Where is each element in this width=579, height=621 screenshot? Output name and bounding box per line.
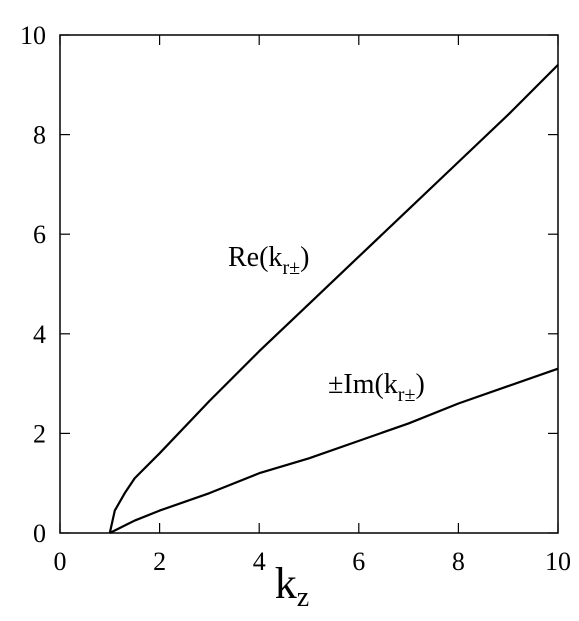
series-line <box>109 367 559 534</box>
y-tick-label: 8 <box>33 121 46 150</box>
x-tick-label: 2 <box>153 547 166 576</box>
y-tick-label: 10 <box>20 21 46 50</box>
annotation-main: ±Im(k <box>328 369 398 400</box>
y-tick-label: 0 <box>33 519 46 548</box>
series-line <box>108 64 559 534</box>
annotation-close: ) <box>415 369 424 400</box>
y-tick-label: 4 <box>33 320 46 349</box>
annotation-close: ) <box>300 242 309 273</box>
x-tick-label: 8 <box>452 547 465 576</box>
x-tick-label: 10 <box>545 547 571 576</box>
annotation: ±Im(kr±) <box>328 369 425 406</box>
annotation-sub: r± <box>398 384 416 406</box>
x-axis-label: kz <box>275 559 309 613</box>
x-tick-label: 6 <box>352 547 365 576</box>
x-label-main: k <box>275 559 297 608</box>
plot-frame <box>59 34 559 534</box>
x-tick-label: 0 <box>54 547 67 576</box>
x-tick-label: 4 <box>253 547 266 576</box>
y-tick-label: 6 <box>33 220 46 249</box>
annotation-sub: r± <box>282 257 300 279</box>
x-label-sub: z <box>297 582 309 613</box>
annotation-main: Re(k <box>228 242 282 273</box>
y-tick-label: 2 <box>33 419 46 448</box>
annotation: Re(kr±) <box>228 242 309 279</box>
